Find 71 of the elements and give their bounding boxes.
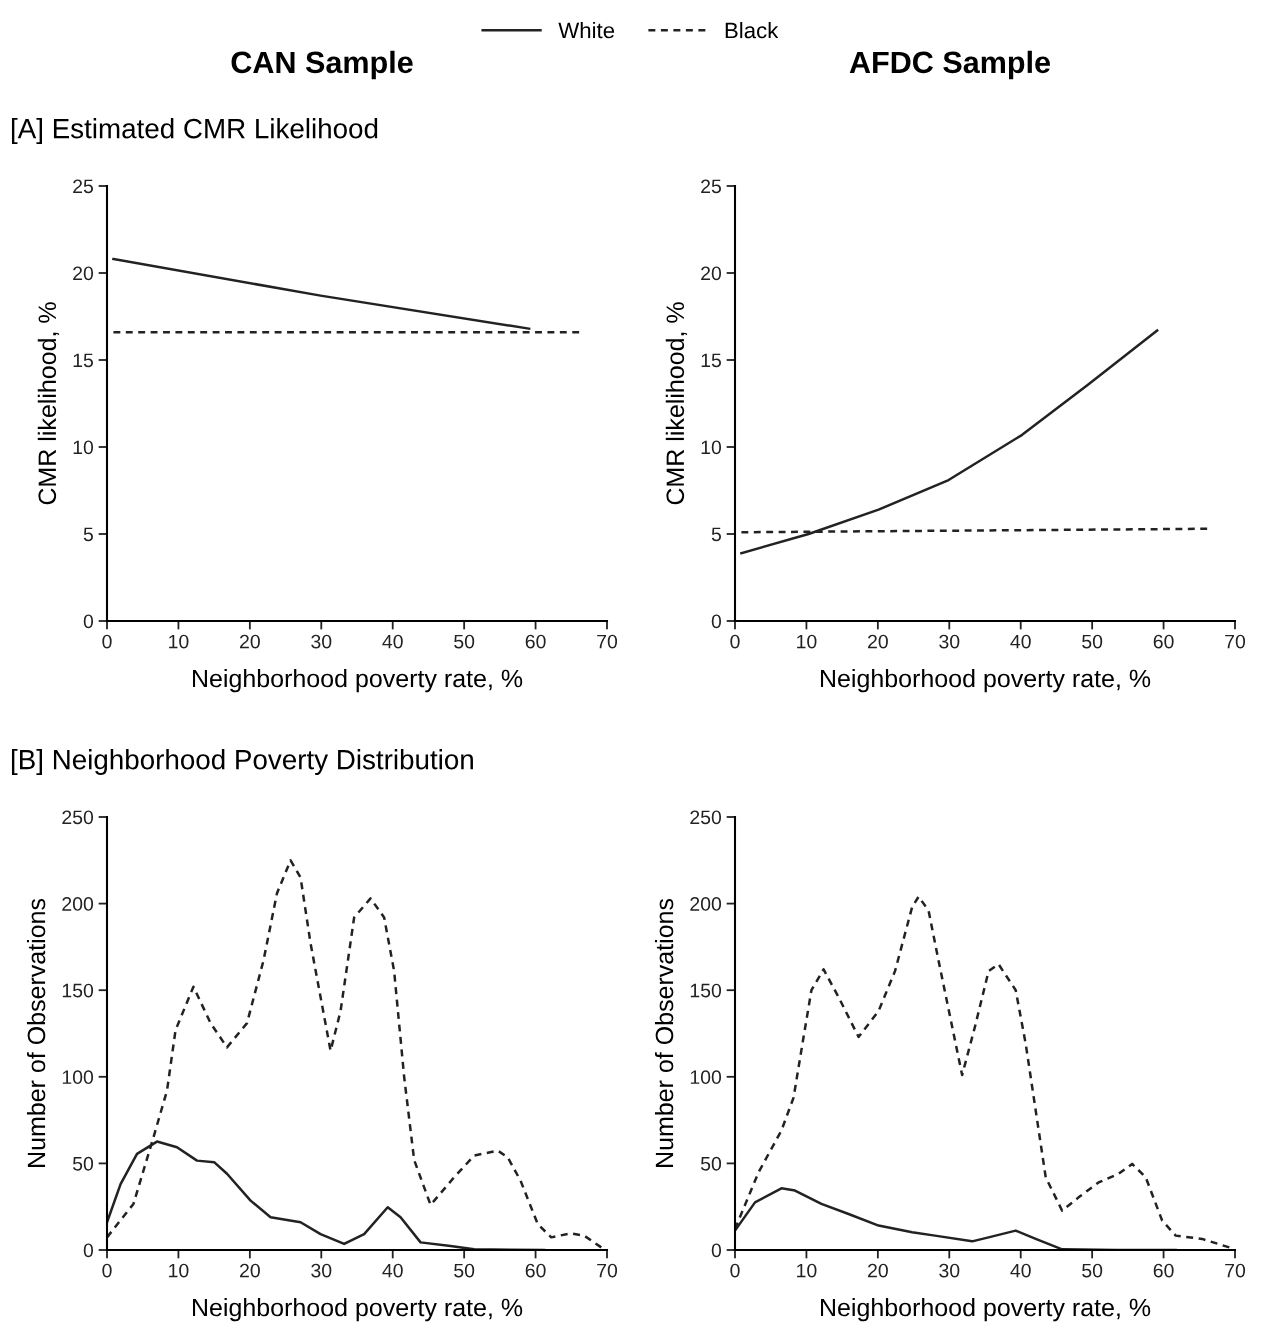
y-tick-label: 15 xyxy=(73,353,93,368)
legend-label: White xyxy=(558,22,615,39)
x-tick-label: 10 xyxy=(169,634,189,649)
x-tick-label: 0 xyxy=(102,634,112,649)
x-axis-title: Neighborhood poverty rate, % xyxy=(192,668,523,693)
y-tick-label: 5 xyxy=(711,527,721,542)
x-tick-label: 60 xyxy=(525,634,546,649)
x-tick-label: 60 xyxy=(1153,1263,1174,1278)
y-tick-label: 250 xyxy=(62,810,94,825)
x-tick-label: 30 xyxy=(311,1263,332,1278)
x-tick-label: 50 xyxy=(454,1263,475,1278)
y-tick-label: 15 xyxy=(701,353,721,368)
y-tick-label: 150 xyxy=(62,983,94,998)
y-tick-label: 200 xyxy=(62,897,94,911)
chart-subtitle: [B] Neighborhood Poverty Distribution xyxy=(11,749,473,775)
x-axis-title: Neighborhood poverty rate, % xyxy=(192,1297,523,1322)
chart-subtitle: [A] Estimated CMR Likelihood xyxy=(11,118,378,144)
x-tick-label: 50 xyxy=(1082,1263,1103,1278)
y-tick-label: 0 xyxy=(711,1243,722,1258)
y-tick-label: 200 xyxy=(690,897,722,911)
y-tick-label: 0 xyxy=(83,1243,94,1258)
x-tick-label: 10 xyxy=(169,1263,189,1278)
x-tick-label: 30 xyxy=(939,1263,960,1278)
x-tick-label: 60 xyxy=(525,1263,546,1278)
y-tick-label: 0 xyxy=(711,614,722,629)
x-tick-label: 70 xyxy=(597,634,618,649)
x-tick-label: 70 xyxy=(1225,1263,1246,1278)
x-tick-label: 70 xyxy=(1225,634,1246,649)
x-tick-label: 20 xyxy=(868,634,888,649)
x-tick-label: 70 xyxy=(597,1263,618,1278)
y-axis-title: Number of Observations xyxy=(26,898,46,1167)
y-tick-label: 20 xyxy=(701,266,722,281)
x-tick-label: 50 xyxy=(454,634,475,649)
x-tick-label: 20 xyxy=(240,634,260,649)
x-tick-label: 20 xyxy=(240,1263,260,1278)
y-tick-label: 20 xyxy=(73,266,94,281)
x-tick-label: 0 xyxy=(102,1263,112,1278)
y-axis-title: Number of Observations xyxy=(654,898,674,1167)
y-tick-label: 10 xyxy=(73,440,94,455)
y-tick-label: 100 xyxy=(62,1070,94,1085)
x-tick-label: 40 xyxy=(1010,1263,1031,1278)
y-tick-label: 100 xyxy=(690,1070,722,1085)
chart-title: CAN Sample xyxy=(231,50,413,80)
y-tick-label: 0 xyxy=(83,614,94,629)
line-series xyxy=(107,859,603,1249)
x-tick-label: 10 xyxy=(797,634,817,649)
y-tick-label: 25 xyxy=(73,179,93,194)
x-tick-label: 0 xyxy=(730,1263,740,1278)
y-axis-title: CMR likelihood, % xyxy=(37,302,60,505)
x-tick-label: 0 xyxy=(730,634,740,649)
x-tick-label: 10 xyxy=(797,1263,817,1278)
legend-label: Black xyxy=(725,22,779,39)
x-tick-label: 40 xyxy=(382,1263,403,1278)
chart-title: AFDC Sample xyxy=(849,50,1050,80)
x-tick-label: 30 xyxy=(939,634,960,649)
x-tick-label: 30 xyxy=(311,634,332,649)
y-tick-label: 50 xyxy=(72,1156,94,1171)
y-tick-label: 150 xyxy=(690,983,722,998)
y-tick-label: 5 xyxy=(83,527,93,542)
x-axis-title: Neighborhood poverty rate, % xyxy=(820,668,1151,693)
x-axis-title: Neighborhood poverty rate, % xyxy=(820,1297,1151,1322)
y-tick-label: 50 xyxy=(700,1156,722,1171)
x-tick-label: 50 xyxy=(1082,634,1103,649)
y-tick-label: 250 xyxy=(690,810,722,825)
x-tick-label: 20 xyxy=(868,1263,888,1278)
y-axis-title: CMR likelihood, % xyxy=(665,302,688,505)
x-tick-label: 40 xyxy=(1010,634,1031,649)
x-tick-label: 40 xyxy=(382,634,403,649)
y-tick-label: 25 xyxy=(701,179,721,194)
y-tick-label: 10 xyxy=(701,440,722,455)
x-tick-label: 60 xyxy=(1153,634,1174,649)
